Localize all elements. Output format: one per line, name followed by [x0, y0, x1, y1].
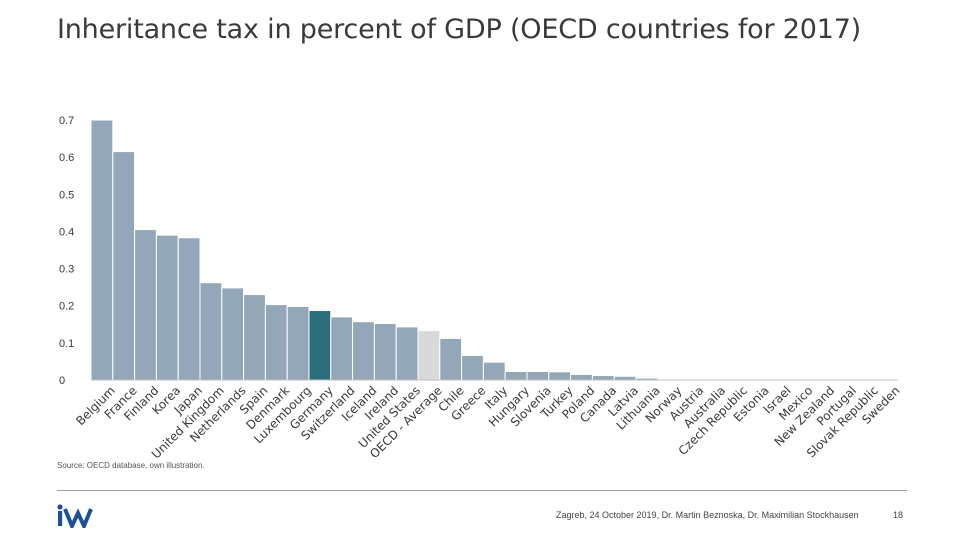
bar-latvia [613, 375, 637, 381]
bar-finland [134, 229, 157, 381]
y-tick-label: 0.2 [59, 301, 74, 313]
bar-iceland [352, 321, 375, 381]
source-note: Source: OECD database, own illustration. [57, 461, 205, 470]
bar-poland [570, 373, 593, 381]
page-number: 18 [893, 510, 904, 520]
bar-belgium [90, 119, 114, 381]
bar-france [112, 151, 136, 381]
bar-germany [308, 310, 332, 381]
bar-denmark [264, 304, 288, 381]
bar-japan [177, 237, 201, 381]
bar-hungary [504, 370, 528, 381]
y-tick-label: 0 [59, 375, 65, 387]
y-tick-label: 0.6 [59, 152, 74, 164]
bar-united-states [395, 326, 419, 381]
y-tick-label: 0.1 [59, 338, 74, 350]
bar-spain [243, 294, 266, 381]
bar-korea [155, 234, 179, 381]
footer-text: Zagreb, 24 October 2019, Dr. Martin Bezn… [556, 510, 859, 520]
bar-slovenia [526, 370, 550, 381]
bar-canada [591, 375, 615, 381]
bar-netherlands [221, 287, 245, 381]
y-tick-label: 0.7 [59, 115, 74, 127]
bar-luxembourg [286, 305, 310, 381]
y-tick-label: 0.4 [59, 226, 74, 238]
y-tick-label: 0.5 [59, 189, 74, 201]
iw-logo [57, 504, 93, 528]
page-title: Inheritance tax in percent of GDP (OECD … [57, 14, 862, 45]
bar-switzerland [330, 316, 354, 381]
bar-ireland [373, 323, 397, 381]
bar-greece [461, 354, 484, 381]
y-tick-label: 0.3 [59, 264, 74, 276]
bar-oecd-average [417, 330, 441, 381]
footer-divider [57, 490, 907, 491]
bar-united-kingdom [199, 282, 223, 381]
bar-italy [482, 361, 506, 381]
bar-chile [439, 337, 463, 381]
bar-turkey [548, 371, 572, 381]
